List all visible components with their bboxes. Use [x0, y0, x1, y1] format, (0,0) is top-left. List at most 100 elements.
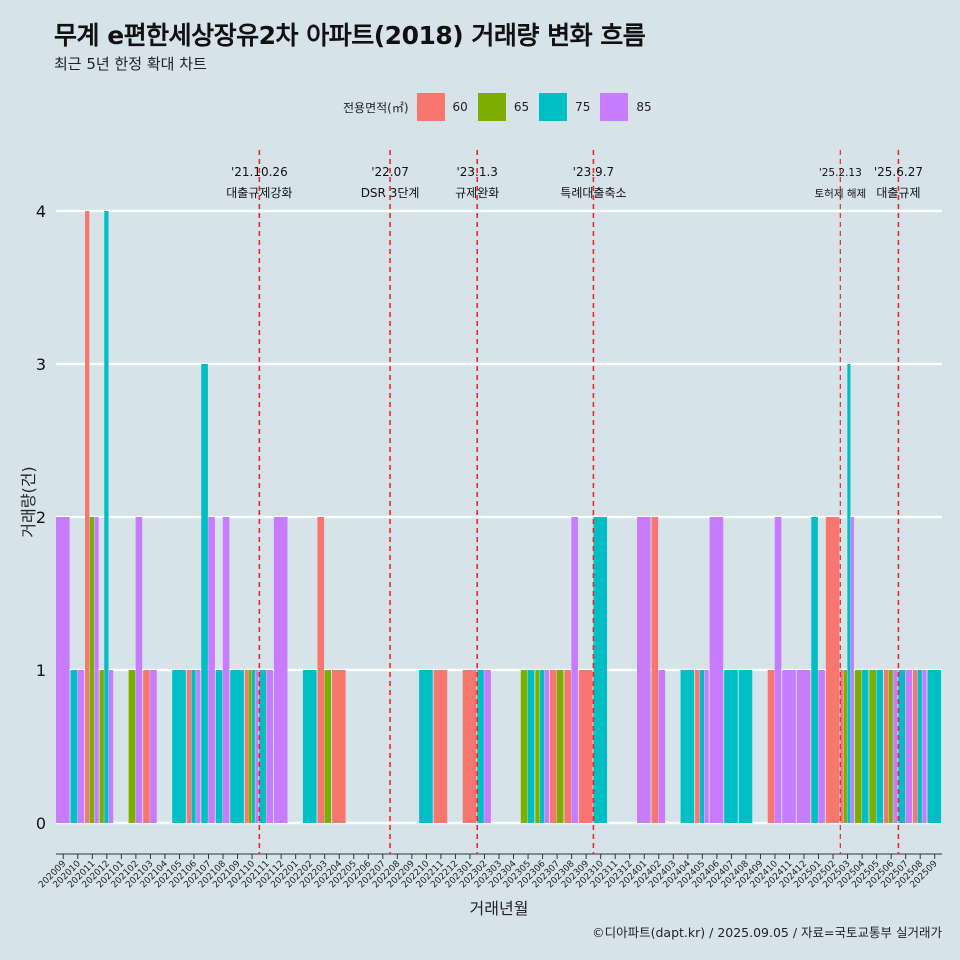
- y-tick-label: 2: [36, 508, 46, 527]
- legend-label-75: 75: [575, 100, 591, 114]
- bar-85-202411: [782, 670, 796, 823]
- bar-75-202405: [699, 670, 705, 823]
- bar-60-202405: [695, 670, 700, 823]
- bar-85-202011: [94, 517, 99, 823]
- legend-swatch-75: [539, 93, 568, 121]
- bar-60-202011: [85, 211, 90, 823]
- bar-65-202307: [556, 670, 564, 823]
- event-label: 토허제 해제: [815, 187, 867, 200]
- bar-85-202009: [56, 517, 70, 823]
- bar-75-202107: [201, 364, 208, 823]
- chart-title: 무계 e편한세상장유2차 아파트(2018) 거래량 변화 흐름: [54, 21, 646, 50]
- bar-75-202302: [477, 670, 484, 823]
- bar-65-202306: [535, 670, 540, 823]
- bar-85-202012: [108, 670, 114, 823]
- bar-85-202406: [709, 517, 724, 823]
- bar-60-202308: [564, 670, 571, 823]
- bar-75-202504: [861, 670, 869, 823]
- bar-65-202203: [324, 670, 332, 823]
- bar-60-202204: [331, 670, 346, 823]
- legend-swatch-65: [477, 93, 506, 121]
- event-date: '23.9.7: [573, 165, 614, 179]
- bar-60-202402: [651, 517, 659, 823]
- bar-75-202503: [847, 364, 851, 823]
- bar-60-202307: [549, 670, 557, 823]
- legend-label-60: 60: [452, 100, 468, 114]
- x-axis-title: 거래년월: [470, 899, 529, 918]
- bar-85-202106: [196, 670, 201, 823]
- caption: ©디아파트(dapt.kr) / 2025.09.05 / 자료=국토교통부 실…: [592, 925, 942, 940]
- bar-85-202107: [208, 517, 215, 823]
- bar-75-202109: [230, 670, 244, 823]
- event-date: '21.10.26: [231, 165, 288, 179]
- event-label: 특례대출축소: [560, 186, 626, 200]
- bar-65-202011: [89, 517, 94, 823]
- legend-item-60: 60: [416, 93, 468, 121]
- legend-item-85: 85: [600, 93, 652, 121]
- bar-85-202103: [150, 670, 157, 823]
- legend-label-85: 85: [636, 100, 652, 114]
- bar-60-202410: [767, 670, 775, 823]
- legend-label-65: 65: [513, 100, 530, 114]
- bar-60-202211: [433, 670, 448, 823]
- bar-65-202012: [99, 670, 104, 823]
- bar-85-202507: [905, 670, 913, 823]
- y-tick-label: 3: [36, 355, 46, 374]
- legend: 전용면적(㎡) 60 65 75 85: [343, 93, 662, 121]
- legend-item-75: 75: [539, 93, 590, 121]
- bar-85-202508: [922, 670, 927, 823]
- y-axis-title: 거래량(건): [19, 466, 38, 537]
- bar-75-202509: [927, 670, 942, 823]
- bar-85-202111: [266, 670, 273, 823]
- bar-65-202110: [248, 670, 252, 823]
- legend-title: 전용면적(㎡): [343, 100, 409, 115]
- bar-65-202504: [854, 670, 862, 823]
- bar-85-202506: [893, 670, 898, 823]
- bar-75-202202: [302, 670, 317, 823]
- bar-85-202402: [658, 670, 666, 823]
- bar-85-202410: [774, 517, 782, 823]
- bar-75-202010: [70, 670, 78, 823]
- bar-65-202503: [843, 670, 847, 823]
- bar-60-202309: [578, 670, 593, 823]
- event-date: '22.07: [371, 165, 409, 179]
- bar-85-202112: [273, 517, 288, 823]
- bar-75-202110: [251, 670, 255, 823]
- event-date: '23.1.3: [456, 165, 497, 179]
- bar-85-202401: [636, 517, 651, 823]
- bar-85-202110: [255, 670, 259, 823]
- bar-65-202102: [128, 670, 136, 823]
- bar-85-202412: [796, 670, 811, 823]
- y-tick-label: 4: [36, 202, 46, 221]
- bar-60-202203: [317, 517, 325, 823]
- legend-swatch-60: [416, 93, 445, 121]
- bar-60-202301: [462, 670, 477, 823]
- bar-75-202012: [104, 211, 109, 823]
- bar-75-202105: [172, 670, 186, 823]
- bar-75-202508: [917, 670, 922, 823]
- bar-85-202010: [77, 670, 85, 823]
- bar-60-202103: [143, 670, 150, 823]
- legend-swatch-85: [600, 93, 629, 121]
- bar-65-202505: [869, 670, 876, 823]
- bar-75-202210: [419, 670, 433, 823]
- bar-60-202502: [825, 517, 840, 823]
- bar-85-202306: [544, 670, 549, 823]
- y-tick-label: 1: [36, 661, 46, 680]
- bar-75-202501: [811, 517, 818, 823]
- bar-65-202506: [888, 670, 893, 823]
- event-label: 대출규제강화: [226, 186, 292, 200]
- bar-65-202305: [520, 670, 528, 823]
- legend-item-65: 65: [477, 93, 530, 121]
- bar-85-202405: [704, 670, 709, 823]
- bar-75-202106: [191, 670, 196, 823]
- bar-85-202503: [850, 517, 854, 823]
- bar-75-202407: [724, 670, 738, 823]
- bar-75-202507: [898, 670, 906, 823]
- bar-75-202404: [680, 670, 695, 823]
- bar-85-202108: [222, 517, 230, 823]
- bar-75-202505: [876, 670, 884, 823]
- event-date: '25.2.13: [819, 167, 862, 179]
- bar-75-202111: [259, 670, 266, 823]
